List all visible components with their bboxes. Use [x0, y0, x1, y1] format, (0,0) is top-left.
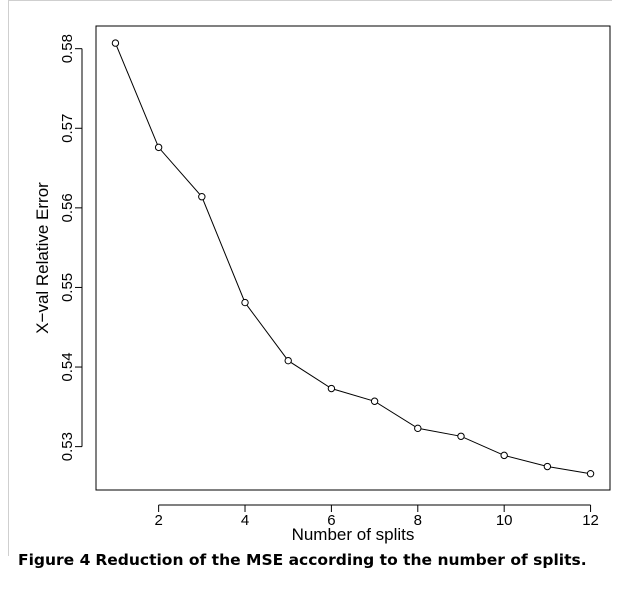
line-chart: 2 4 6 8 10 12 0.53 0.54 0.55 0.56 0.57 0.58 Number… — [33, 25, 611, 544]
y-axis-label: X−val Relative Error — [33, 182, 52, 334]
data-point — [198, 193, 206, 201]
data-point — [457, 432, 465, 440]
data-point — [414, 424, 422, 433]
y-tick-label: 0.56 — [59, 193, 76, 222]
x-tick-label: 6 — [327, 512, 335, 529]
plot-area-border — [95, 25, 611, 491]
y-tick-label: 0.57 — [59, 114, 76, 143]
x-tick-label: 10 — [496, 512, 513, 529]
y-tick-label: 0.54 — [59, 352, 76, 381]
data-point — [284, 356, 292, 365]
series-line — [114, 42, 591, 475]
data-points — [111, 39, 595, 478]
figure-caption-label: Figure 4 — [18, 551, 91, 569]
figure-frame-left — [8, 0, 9, 556]
x-axis: 2 4 6 8 10 12 — [154, 504, 599, 529]
x-tick-label: 2 — [154, 512, 162, 529]
data-point — [111, 39, 120, 47]
data-point — [327, 384, 336, 393]
y-tick-label: 0.58 — [59, 34, 76, 63]
y-axis: 0.53 0.54 0.55 0.56 0.57 0.58 — [59, 34, 83, 461]
data-point — [543, 462, 552, 471]
y-tick-label: 0.55 — [59, 273, 76, 302]
x-tick-label: 8 — [414, 512, 422, 529]
x-tick-label: 12 — [582, 512, 599, 529]
figure-caption-text: Reduction of the MSE according to the nu… — [95, 551, 587, 569]
data-point — [370, 397, 379, 405]
data-point — [586, 469, 595, 478]
y-tick-label: 0.53 — [59, 432, 76, 461]
data-point — [154, 143, 163, 152]
figure-caption: Figure 4 Reduction of the MSE according … — [18, 551, 587, 569]
figure-frame-top — [8, 0, 612, 1]
x-axis-label: Number of splits — [292, 525, 415, 544]
data-point — [500, 451, 508, 460]
data-point — [241, 298, 249, 307]
x-tick-label: 4 — [241, 512, 249, 529]
